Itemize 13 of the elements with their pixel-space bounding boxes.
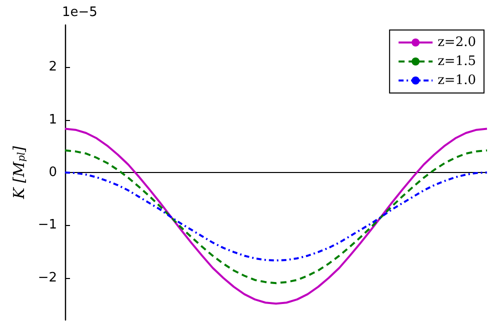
line-series — [64, 172, 488, 262]
line-series — [64, 128, 488, 305]
y-tick-label: 2 — [48, 60, 57, 75]
y-tick-label: −1 — [38, 218, 57, 233]
legend-label: z=1.0 — [438, 73, 476, 88]
line-series — [64, 149, 488, 284]
y-tick-label: 1 — [48, 112, 57, 128]
legend-label: z=2.0 — [438, 35, 476, 50]
legend-label: z=1.5 — [438, 54, 476, 69]
text: 1e−5 — [62, 5, 98, 20]
y-axis-title: K [Mpl] — [10, 146, 28, 200]
y-tick-label: 0 — [48, 165, 57, 180]
y-tick-label: −2 — [38, 270, 57, 286]
